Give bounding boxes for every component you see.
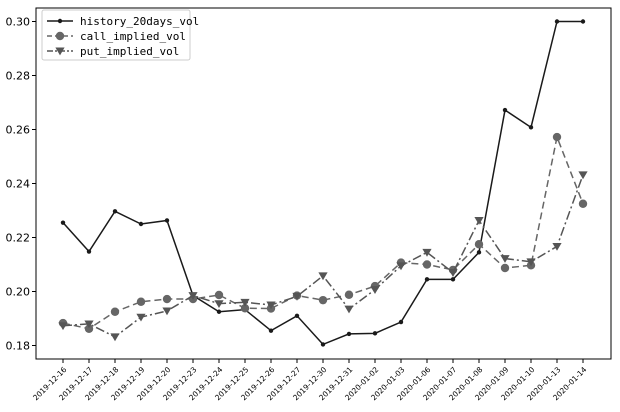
data-point <box>110 307 120 316</box>
data-point <box>110 333 120 342</box>
legend-marker <box>55 47 65 56</box>
data-point <box>370 286 380 294</box>
data-point <box>84 320 94 329</box>
data-point <box>266 301 276 310</box>
series-call_implied_vol <box>58 132 588 333</box>
data-point <box>554 19 560 24</box>
data-point <box>372 331 378 336</box>
data-point <box>474 240 484 249</box>
data-point <box>580 19 586 24</box>
data-point <box>188 292 198 300</box>
data-point <box>60 220 66 225</box>
data-point <box>502 107 508 113</box>
data-point <box>398 319 404 325</box>
data-point <box>136 297 146 306</box>
data-point <box>578 199 588 208</box>
series-layer <box>58 19 588 347</box>
data-point <box>138 221 144 227</box>
data-point <box>112 209 118 214</box>
data-point <box>422 248 432 257</box>
data-point <box>344 290 354 299</box>
data-point <box>448 269 458 277</box>
data-point <box>318 272 328 281</box>
y-tick-label: 0.22 <box>6 232 31 245</box>
data-point <box>422 260 432 269</box>
data-point <box>216 309 222 314</box>
data-point <box>240 298 250 307</box>
data-point <box>552 242 562 251</box>
data-point <box>474 217 484 225</box>
data-point <box>500 263 510 273</box>
data-point <box>526 258 536 267</box>
data-point <box>164 218 170 223</box>
series-line <box>62 134 584 330</box>
data-point <box>294 313 300 318</box>
data-point <box>214 290 224 300</box>
data-point <box>292 292 302 301</box>
data-point <box>318 295 328 305</box>
legend-label: history_20days_vol <box>80 15 199 28</box>
data-point <box>136 313 146 322</box>
data-point <box>86 249 92 254</box>
data-point <box>320 342 326 347</box>
data-point <box>346 331 352 337</box>
data-point <box>268 328 274 333</box>
legend-label: put_implied_vol <box>80 45 179 58</box>
series-put_implied_vol <box>58 171 588 342</box>
data-point <box>162 307 172 316</box>
legend-marker <box>57 18 63 24</box>
y-tick-label: 0.24 <box>6 178 31 191</box>
y-tick-label: 0.20 <box>6 286 31 299</box>
y-tick-label: 0.28 <box>6 70 31 83</box>
series-history_20days_vol <box>60 19 586 347</box>
y-tick-label: 0.18 <box>6 340 31 353</box>
data-point <box>58 322 68 331</box>
y-tick-label: 0.30 <box>6 16 31 29</box>
data-point <box>424 277 430 282</box>
data-point <box>240 304 250 313</box>
data-point <box>450 277 456 282</box>
legend: history_20days_vol call_implied_vol put_im… <box>41 9 199 61</box>
legend-marker <box>55 31 65 41</box>
data-point <box>528 125 534 130</box>
y-axis: 0.18 0.20 0.22 0.24 0.26 0.28 0.30 <box>6 16 36 353</box>
data-point <box>214 300 224 309</box>
legend-label: call_implied_vol <box>80 30 186 43</box>
data-point <box>344 305 354 314</box>
y-tick-label: 0.26 <box>6 124 31 137</box>
data-point <box>552 132 562 142</box>
x-axis: 2019-12-162019-12-172019-12-182019-12-19… <box>31 359 589 402</box>
data-point <box>162 294 172 304</box>
legend-box <box>41 9 191 61</box>
data-point <box>500 255 510 263</box>
data-point <box>476 250 482 255</box>
plot-frame <box>35 7 612 360</box>
data-point <box>396 262 406 271</box>
data-point <box>578 171 588 180</box>
data-point <box>84 324 94 333</box>
